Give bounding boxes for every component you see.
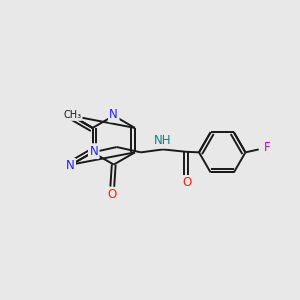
Text: CH₃: CH₃: [63, 110, 81, 120]
Text: F: F: [264, 141, 270, 154]
Text: NH: NH: [154, 134, 172, 147]
Text: N: N: [110, 108, 118, 121]
Text: O: O: [108, 188, 117, 201]
Text: O: O: [182, 176, 192, 190]
Text: N: N: [89, 145, 98, 158]
Text: N: N: [66, 159, 75, 172]
